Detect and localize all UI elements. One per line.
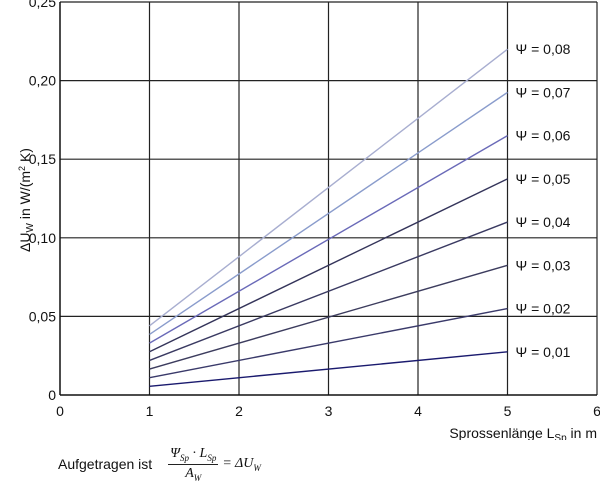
axes — [59, 2, 597, 396]
legend-label: Ψ = 0,06 — [516, 128, 571, 144]
y-tick-label: 0,10 — [29, 230, 56, 246]
x-tick-labels: 0 1 2 3 4 5 6 — [56, 403, 600, 419]
y-axis-label: ΔUW in W/(m2 K) — [17, 148, 36, 252]
y-tick-label: 0,25 — [29, 0, 56, 10]
series-line — [149, 178, 508, 353]
formula-prefix: Aufgetragen ist — [58, 456, 153, 473]
formula-rhs: = ΔUW — [222, 455, 261, 473]
legend-label: Ψ = 0,02 — [516, 301, 571, 317]
x-axis-label: Sprossenlänge LSp in m — [449, 425, 597, 440]
legend-label: Ψ = 0,07 — [516, 84, 571, 100]
grid — [60, 1, 598, 395]
series-line — [149, 264, 508, 370]
y-tick-label: 0,05 — [29, 308, 56, 324]
x-tick-label: 6 — [593, 403, 600, 419]
series-line — [149, 48, 508, 327]
formula-caption: Aufgetragen ist ΨSp · LSp AW = ΔUW — [58, 446, 261, 483]
formula-numerator: ΨSp · LSp — [168, 446, 219, 465]
series-lines — [149, 48, 508, 388]
series-line — [149, 91, 508, 336]
legend-label: Ψ = 0,03 — [516, 257, 571, 273]
y-tick-labels: 0 0,05 0,10 0,15 0,20 0,25 — [29, 0, 56, 403]
x-tick-label: 4 — [414, 403, 422, 419]
legend-label: Ψ = 0,01 — [516, 344, 571, 360]
x-tick-label: 5 — [504, 403, 512, 419]
x-tick-label: 2 — [235, 403, 243, 419]
x-tick-label: 1 — [146, 403, 154, 419]
legend-label: Ψ = 0,08 — [516, 41, 571, 57]
y-tick-label: 0,15 — [29, 151, 56, 167]
series-line — [149, 221, 508, 362]
series-line — [149, 351, 508, 388]
inline-legend: Ψ = 0,01 Ψ = 0,02 Ψ = 0,03 Ψ = 0,04 Ψ = 0,05… — [516, 41, 571, 360]
series-line — [149, 135, 508, 344]
y-tick-label: 0 — [48, 387, 56, 403]
legend-label: Ψ = 0,04 — [516, 214, 571, 230]
series-line — [149, 307, 508, 379]
formula-denominator: AW — [185, 465, 202, 483]
chart: Ψ = 0,01 Ψ = 0,02 Ψ = 0,03 Ψ = 0,04 Ψ = 0,05… — [17, 0, 600, 440]
formula-fraction: ΨSp · LSp AW — [168, 446, 219, 483]
y-tick-label: 0,20 — [29, 73, 56, 89]
x-tick-label: 3 — [325, 403, 333, 419]
x-tick-label: 0 — [56, 403, 64, 419]
legend-label: Ψ = 0,05 — [516, 171, 571, 187]
